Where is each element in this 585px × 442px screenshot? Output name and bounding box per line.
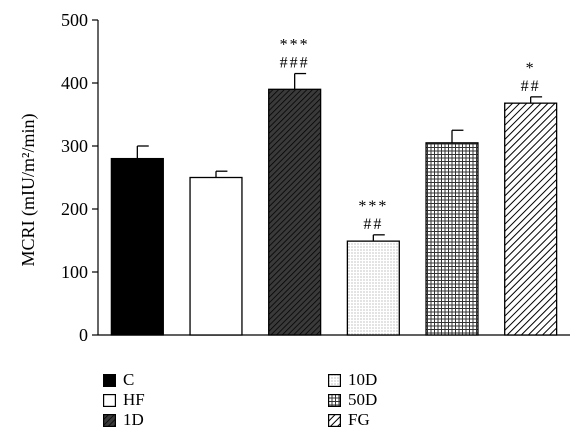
significance-label-1d: ### [280,55,310,72]
significance-label-10d: ## [363,216,383,233]
legend-label-10d: 10D [348,370,378,389]
legend-label-50d: 50D [348,390,378,409]
bar-50d [425,142,479,336]
legend-label-fg: FG [348,410,370,429]
legend-swatch-hf [103,393,116,407]
legend-label-1d: 1D [123,410,144,429]
legend-item-c: C [103,370,145,390]
legend-item-10d: 10D [328,370,377,390]
legend-swatch-1d [103,413,116,427]
y-tick-label: 200 [61,199,88,219]
significance-label-fg: ## [521,78,541,95]
y-axis-label: MCRI (mIU/m²/min) [18,114,39,267]
legend-swatch-10d [328,373,341,387]
y-tick-label: 400 [61,73,88,93]
legend-item-hf: HF [103,390,145,410]
legend-item-1d: 1D [103,410,145,430]
legend-label-hf: HF [123,390,145,409]
legend-item-50d: 50D [328,390,377,410]
bar-fg [504,102,558,336]
significance-label-10d: *** [358,198,388,215]
legend-swatch-c [103,373,116,387]
legend-col-1: C HF 1D [103,370,145,430]
bar-hf [189,176,243,336]
legend-item-fg: FG [328,410,377,430]
y-tick-label: 100 [61,262,88,282]
bar-10d [346,240,400,336]
axes: 0 100 200 300 400 500 [61,10,570,345]
significance-label-fg: * [526,60,536,77]
y-tick-label: 300 [61,136,88,156]
legend-swatch-fg [328,413,341,427]
y-tick-label: 500 [61,10,88,30]
bar-1d [268,88,322,336]
legend-swatch-50d [328,393,341,407]
legend-col-2: 10D 50D FG [328,370,377,430]
y-tick-label: 0 [79,325,88,345]
bar-c [110,157,164,336]
significance-label-1d: *** [280,37,310,54]
bars: ###***##***##* [110,37,558,336]
legend-label-c: C [123,370,135,389]
